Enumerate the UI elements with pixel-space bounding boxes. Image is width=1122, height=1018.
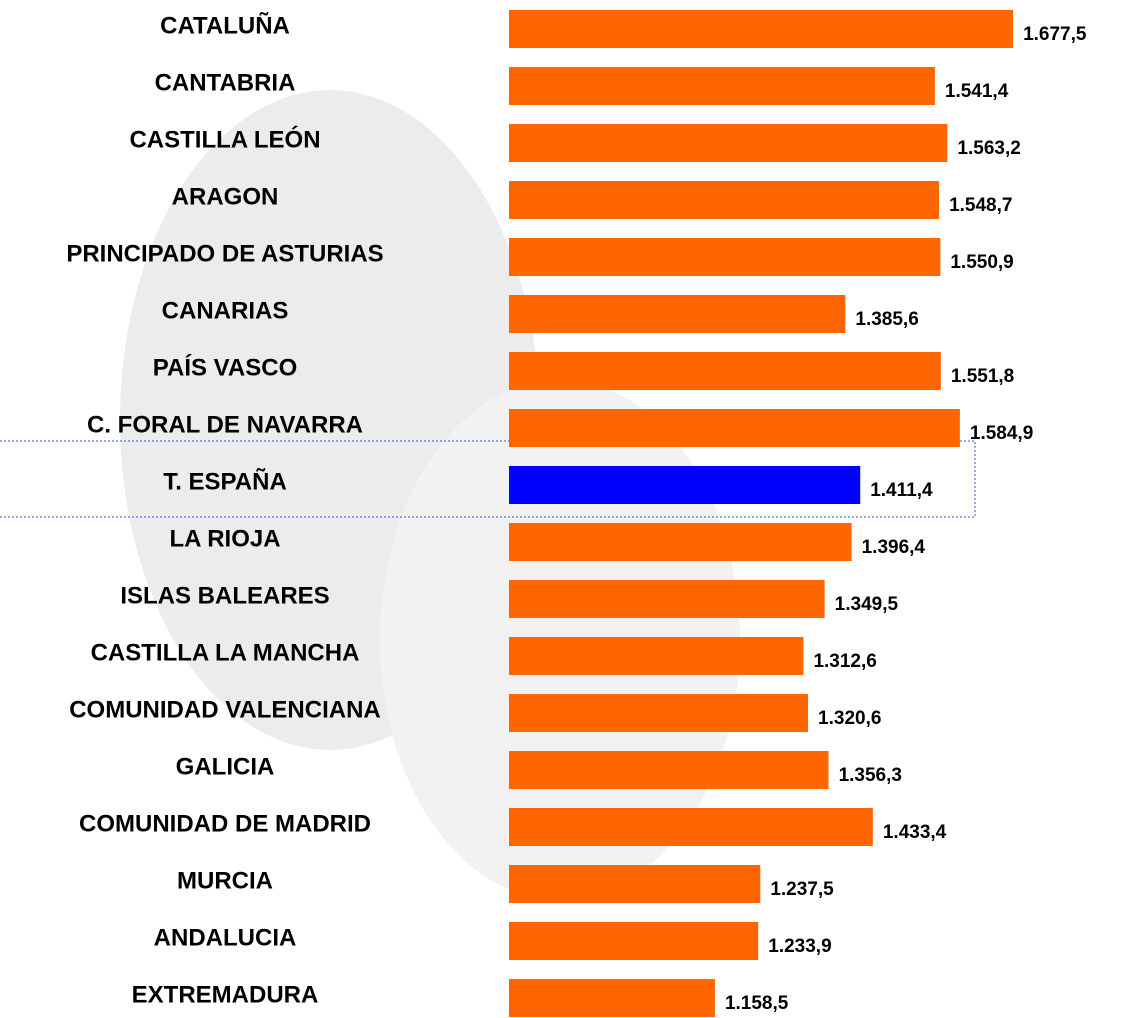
category-label: EXTREMADURA xyxy=(132,981,319,1008)
value-label: 1.548,7 xyxy=(949,195,1012,216)
bar xyxy=(509,922,758,960)
value-label: 1.411,4 xyxy=(870,480,933,501)
value-label: 1.551,8 xyxy=(951,366,1014,387)
value-label: 1.158,5 xyxy=(725,993,789,1014)
category-label: CASTILLA LEÓN xyxy=(129,125,320,153)
value-label: 1.433,4 xyxy=(883,822,947,843)
bar xyxy=(509,124,947,162)
bar xyxy=(509,979,715,1017)
category-label: CANARIAS xyxy=(162,297,289,324)
bar xyxy=(509,808,873,846)
category-label: COMUNIDAD DE MADRID xyxy=(79,810,371,837)
value-label: 1.320,6 xyxy=(818,708,881,729)
category-label: MURCIA xyxy=(177,867,273,894)
bar xyxy=(509,580,825,618)
category-label: GALICIA xyxy=(176,753,275,780)
value-label: 1.550,9 xyxy=(950,252,1013,273)
bar xyxy=(509,67,935,105)
value-label: 1.584,9 xyxy=(970,423,1033,444)
bar xyxy=(509,751,829,789)
bar xyxy=(509,181,939,219)
bar xyxy=(509,523,852,561)
category-label: PAÍS VASCO xyxy=(153,353,297,381)
value-label: 1.312,6 xyxy=(813,651,876,672)
bar xyxy=(509,10,1013,48)
bar xyxy=(509,295,845,333)
value-label: 1.563,2 xyxy=(957,138,1020,159)
bar xyxy=(509,694,808,732)
category-label: CATALUÑA xyxy=(160,11,290,39)
bar xyxy=(509,238,940,276)
category-label: LA RIOJA xyxy=(169,525,280,552)
value-label: 1.349,5 xyxy=(835,594,899,615)
category-label: COMUNIDAD VALENCIANA xyxy=(69,696,381,723)
category-label: PRINCIPADO DE ASTURIAS xyxy=(66,240,383,267)
category-label: ANDALUCIA xyxy=(154,924,297,951)
value-label: 1.541,4 xyxy=(945,81,1009,102)
category-label: ARAGON xyxy=(172,183,279,210)
category-label: ISLAS BALEARES xyxy=(120,582,329,609)
value-label: 1.237,5 xyxy=(770,879,834,900)
bar xyxy=(509,409,960,447)
chart: CATALUÑA 1.677,5 CANTABRIA 1.541,4 CASTILLA … xyxy=(0,0,1122,1018)
category-label: CASTILLA LA MANCHA xyxy=(91,639,360,666)
category-label: C. FORAL DE NAVARRA xyxy=(87,411,363,438)
category-label: T. ESPAÑA xyxy=(163,467,287,495)
value-label: 1.356,3 xyxy=(839,765,902,786)
category-label: CANTABRIA xyxy=(155,69,296,96)
value-label: 1.233,9 xyxy=(768,936,831,957)
bar xyxy=(509,352,941,390)
bar xyxy=(509,466,860,504)
value-label: 1.677,5 xyxy=(1023,24,1087,45)
bar xyxy=(509,865,760,903)
bar xyxy=(509,637,803,675)
value-label: 1.396,4 xyxy=(862,537,926,558)
value-label: 1.385,6 xyxy=(855,309,918,330)
